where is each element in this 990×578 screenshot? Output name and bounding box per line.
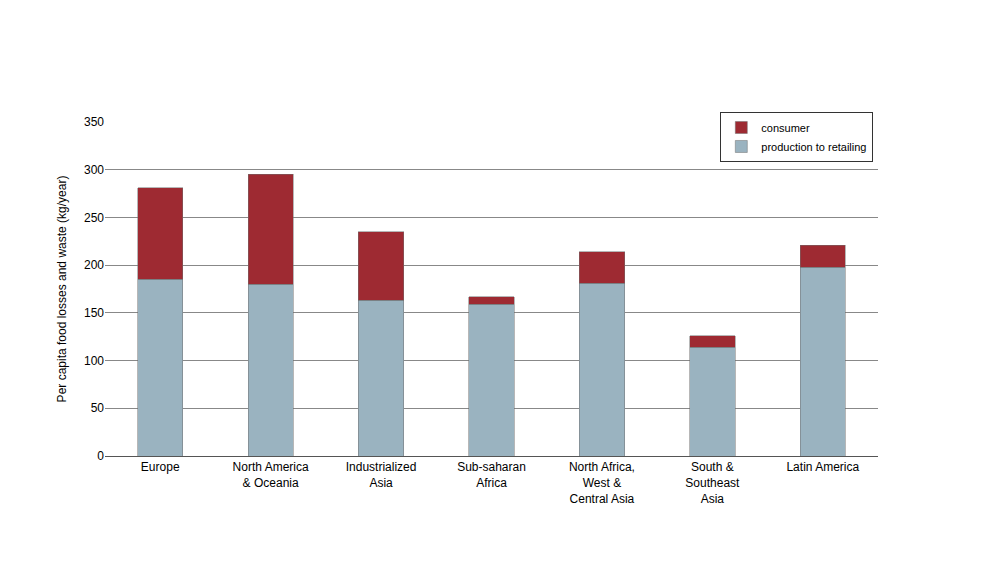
svg-text:0: 0 — [97, 449, 104, 463]
svg-text:Sub-saharanAfrica: Sub-saharanAfrica — [457, 460, 526, 490]
svg-text:Latin America: Latin America — [786, 460, 859, 474]
svg-text:Europe: Europe — [141, 460, 180, 474]
svg-text:IndustrializedAsia: IndustrializedAsia — [346, 460, 417, 490]
svg-text:350: 350 — [84, 115, 104, 129]
svg-text:production to retailing: production to retailing — [761, 141, 866, 153]
svg-text:North Africa,West &Central Asi: North Africa,West &Central Asia — [569, 460, 635, 505]
svg-text:consumer: consumer — [761, 122, 810, 134]
svg-text:Per capita food losses and was: Per capita food losses and waste (kg/yea… — [55, 176, 69, 403]
svg-text:300: 300 — [84, 163, 104, 177]
svg-text:South &SoutheastAsia: South &SoutheastAsia — [685, 460, 740, 505]
svg-text:200: 200 — [84, 258, 104, 272]
svg-text:150: 150 — [84, 306, 104, 320]
svg-text:250: 250 — [84, 211, 104, 225]
svg-text:North America& Oceania: North America& Oceania — [233, 460, 309, 490]
svg-text:100: 100 — [84, 354, 104, 368]
svg-text:50: 50 — [91, 401, 105, 415]
